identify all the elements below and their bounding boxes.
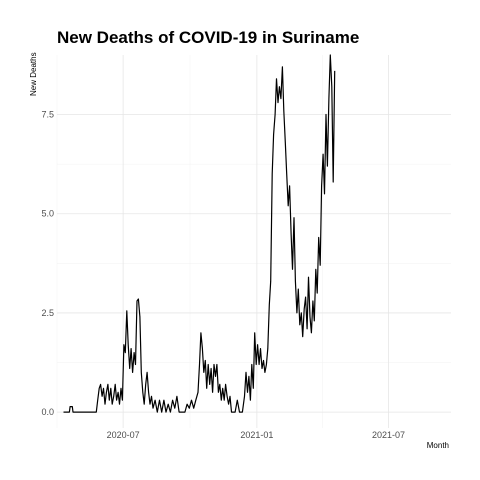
y-tick-label: 5.0 — [41, 209, 54, 219]
x-tick-label: 2021-07 — [372, 430, 405, 440]
y-tick-label: 2.5 — [41, 308, 54, 318]
x-tick-label: 2020-07 — [107, 430, 140, 440]
y-tick-label: 0.0 — [41, 407, 54, 417]
y-axis-label: New Deaths — [29, 52, 38, 96]
series-line — [63, 54, 336, 413]
x-axis-label: Month — [427, 441, 449, 450]
x-tick-label: 2021-01 — [240, 430, 273, 440]
axis-ticks: 2020-07 2021-01 2021-07 0.0 2.5 5.0 7.5 — [41, 110, 405, 440]
chart-title: New Deaths of COVID-19 in Suriname — [57, 28, 359, 47]
grid — [56, 55, 451, 428]
series-layer — [63, 54, 336, 413]
y-tick-label: 7.5 — [41, 110, 54, 120]
